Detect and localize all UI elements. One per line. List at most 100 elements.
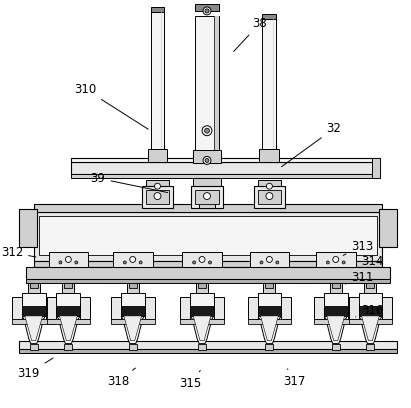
Bar	[111, 297, 121, 319]
Bar	[65, 283, 72, 288]
Bar	[314, 297, 324, 319]
Bar	[34, 262, 382, 267]
Bar	[129, 283, 137, 288]
Circle shape	[130, 257, 136, 262]
Bar	[145, 180, 169, 196]
Bar	[28, 283, 39, 293]
Text: 318: 318	[107, 368, 136, 388]
Circle shape	[342, 261, 345, 264]
Circle shape	[65, 257, 72, 262]
Bar	[358, 293, 382, 311]
Circle shape	[155, 183, 160, 189]
Bar	[180, 319, 224, 324]
Bar	[46, 319, 90, 324]
Circle shape	[202, 126, 212, 136]
Bar	[30, 344, 38, 350]
Polygon shape	[193, 316, 211, 341]
Bar	[142, 186, 173, 208]
Bar	[382, 297, 392, 319]
Polygon shape	[22, 316, 46, 344]
Text: 314: 314	[356, 255, 383, 268]
Bar	[247, 319, 291, 324]
Bar	[34, 204, 382, 212]
Bar	[348, 297, 358, 319]
Circle shape	[260, 261, 263, 264]
Bar	[196, 283, 208, 293]
Bar	[48, 252, 88, 267]
Bar	[22, 293, 46, 311]
Text: 312: 312	[1, 246, 36, 259]
Bar	[281, 297, 291, 319]
Bar	[314, 319, 358, 324]
Circle shape	[208, 261, 212, 264]
Bar	[214, 297, 224, 319]
Bar	[261, 194, 277, 206]
Circle shape	[203, 7, 211, 15]
Bar	[121, 293, 145, 311]
Bar	[110, 262, 116, 283]
Bar	[193, 150, 221, 163]
Text: 38: 38	[234, 17, 267, 51]
Text: 315: 315	[179, 370, 201, 390]
Circle shape	[333, 257, 339, 262]
Bar	[191, 186, 223, 208]
Circle shape	[199, 257, 205, 262]
Bar	[349, 319, 392, 324]
Bar	[332, 283, 340, 288]
Bar	[258, 180, 281, 196]
Bar	[129, 344, 137, 350]
Bar	[316, 252, 356, 267]
Bar	[365, 283, 376, 293]
Bar	[127, 283, 139, 293]
Text: 317: 317	[283, 369, 305, 388]
Bar	[180, 297, 190, 319]
Circle shape	[123, 261, 126, 264]
Bar	[145, 190, 169, 204]
Circle shape	[266, 257, 272, 262]
Circle shape	[193, 261, 196, 264]
Circle shape	[203, 193, 210, 200]
Text: 310: 310	[74, 83, 148, 129]
Bar	[80, 297, 90, 319]
Bar	[349, 297, 358, 319]
Bar	[266, 344, 273, 350]
Bar	[195, 4, 219, 11]
Bar	[367, 283, 374, 288]
Polygon shape	[56, 316, 80, 344]
Text: 39: 39	[91, 172, 168, 193]
Circle shape	[154, 193, 161, 200]
Bar	[190, 306, 214, 316]
Bar	[372, 158, 380, 178]
Bar	[26, 279, 390, 283]
Bar	[190, 293, 214, 311]
Polygon shape	[261, 316, 278, 341]
Polygon shape	[124, 316, 142, 341]
Bar	[195, 16, 219, 153]
Bar	[330, 283, 342, 293]
Circle shape	[139, 261, 142, 264]
Circle shape	[59, 261, 62, 264]
Polygon shape	[324, 316, 348, 344]
Bar	[254, 186, 285, 208]
Bar	[258, 293, 281, 311]
Polygon shape	[60, 316, 77, 341]
Polygon shape	[327, 316, 345, 341]
Text: 313: 313	[343, 240, 374, 255]
Bar	[379, 209, 397, 246]
Bar	[258, 190, 281, 204]
Bar	[148, 149, 167, 162]
Text: 311: 311	[346, 271, 374, 284]
Bar	[259, 149, 279, 162]
Bar	[198, 344, 206, 350]
Polygon shape	[190, 316, 214, 344]
Bar	[12, 297, 22, 319]
Bar	[46, 297, 55, 319]
Bar	[182, 252, 222, 267]
Bar	[266, 283, 273, 288]
Bar	[111, 319, 155, 324]
Bar	[150, 194, 165, 206]
Polygon shape	[358, 316, 382, 344]
Bar	[22, 306, 46, 316]
Polygon shape	[25, 316, 43, 341]
Bar	[197, 188, 217, 202]
